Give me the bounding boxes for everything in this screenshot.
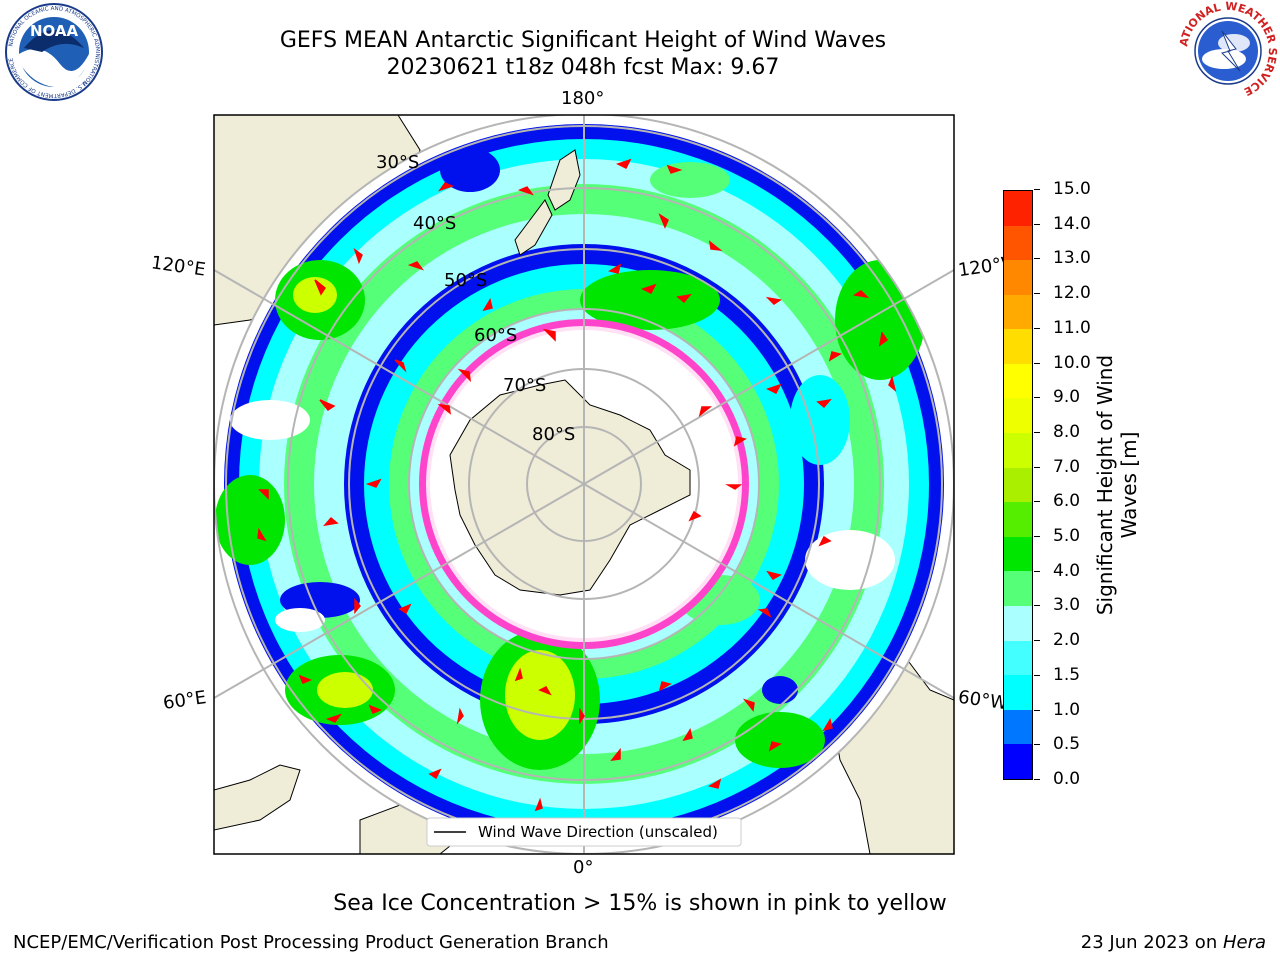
legend-text: Wind Wave Direction (unscaled) [478, 823, 718, 841]
colorbar-tick-label: 13.0 [1053, 248, 1091, 269]
colorbar-segment [1004, 329, 1032, 364]
colorbar-tick-label: 1.5 [1053, 664, 1081, 685]
colorbar-tick-label: 12.0 [1053, 283, 1091, 304]
colorbar-tick [1034, 709, 1040, 711]
noaa-logo: NOAA NATIONAL OCEANIC AND ATMOSPHERIC AD… [5, 3, 103, 101]
lon-label-180: 180° [561, 88, 605, 109]
colorbar-segment [1004, 571, 1032, 607]
colorbar-tick [1034, 327, 1040, 329]
colorbar-segment [1004, 225, 1032, 261]
map-legend: Wind Wave Direction (unscaled) [426, 817, 742, 847]
colorbar-segment [1004, 709, 1032, 745]
lat-label-70s: 70°S [503, 375, 547, 396]
antarctica [449, 379, 691, 596]
colorbar-segment [1004, 260, 1032, 295]
lon-label-0: 0° [573, 857, 594, 878]
colorbar-tick-label: 4.0 [1053, 560, 1081, 581]
map-title-line2: 20230621 t18z 048h fcst Max: 9.67 [386, 55, 780, 80]
colorbar-tick [1034, 258, 1040, 260]
colorbar-tick-label: 6.0 [1053, 491, 1081, 512]
footer-machine: Hera [1222, 932, 1266, 953]
colorbar-segment [1004, 675, 1032, 710]
colorbar-tick-label: 3.0 [1053, 595, 1081, 616]
colorbar-tick-label: 11.0 [1053, 317, 1091, 338]
nws-logo: NATIONAL WEATHER SERVICE [1176, 1, 1279, 99]
lat-label-50s: 50°S [444, 270, 488, 291]
colorbar-tick [1034, 536, 1040, 538]
colorbar-tick-label: 15.0 [1053, 179, 1091, 199]
colorbar-tick [1034, 293, 1040, 295]
colorbar-tick [1034, 189, 1040, 190]
colorbar-tick-label: 0.5 [1053, 734, 1081, 755]
colorbar-segment [1004, 467, 1032, 503]
colorbar-tick [1034, 640, 1040, 642]
colorbar [1003, 190, 1033, 780]
colorbar-tick-label: 8.0 [1053, 421, 1081, 442]
colorbar-tick-label: 10.0 [1053, 352, 1091, 373]
colorbar-segment [1004, 536, 1032, 572]
colorbar-segment [1004, 294, 1032, 330]
colorbar-segment [1004, 190, 1032, 226]
colorbar-tick-label: 14.0 [1053, 213, 1091, 234]
colorbar-tick [1034, 674, 1040, 676]
colorbar-segment [1004, 363, 1032, 399]
colorbar-tick [1034, 431, 1040, 433]
colorbar-segment [1004, 502, 1032, 537]
footer-date: 23 Jun 2023 on Hera [1081, 932, 1266, 953]
footer-date-text: 23 Jun 2023 on [1080, 932, 1223, 953]
sea-ice-note: Sea Ice Concentration > 15% is shown in … [333, 891, 947, 916]
colorbar-segment [1004, 606, 1032, 641]
colorbar-tick [1034, 223, 1040, 225]
colorbar-label: Significant Height of Wind Waves [m] [1093, 354, 1141, 616]
lat-label-80s: 80°S [532, 424, 576, 445]
lat-label-60s: 60°S [474, 325, 518, 346]
colorbar-tick-label: 2.0 [1053, 630, 1081, 651]
lat-label-40s: 40°S [413, 213, 457, 234]
colorbar-segment [1004, 744, 1032, 779]
colorbar-tick-label: 0.0 [1053, 769, 1081, 789]
colorbar-tick-label: 1.0 [1053, 699, 1081, 720]
map-frame [213, 114, 955, 855]
map-title-line1: GEFS MEAN Antarctic Significant Height o… [279, 28, 887, 53]
colorbar-tick [1034, 570, 1040, 572]
wind-arrows [257, 158, 897, 812]
colorbar-segment [1004, 433, 1032, 468]
colorbar-tick [1034, 744, 1040, 746]
colorbar-segment [1004, 398, 1032, 434]
colorbar-tick [1034, 466, 1040, 468]
colorbar-tick-label: 7.0 [1053, 456, 1081, 477]
colorbar-tick [1034, 605, 1040, 607]
colorbar-tick [1034, 779, 1040, 780]
colorbar-tick [1034, 362, 1040, 364]
colorbar-segment [1004, 640, 1032, 676]
footer-branch: NCEP/EMC/Verification Post Processing Pr… [13, 932, 609, 953]
colorbar-tick [1034, 501, 1040, 503]
lat-label-30s: 30°S [376, 152, 420, 173]
colorbar-tick [1034, 397, 1040, 399]
noaa-logo-text: NOAA [30, 22, 79, 40]
colorbar-tick-label: 9.0 [1053, 387, 1081, 408]
colorbar-ticks: 0.0 0.5 1.0 1.5 2.0 3.0 4.0 5.0 6.0 7.0 8.0 9.0 10.0… [1034, 0, 1094, 960]
colorbar-tick-label: 5.0 [1053, 526, 1081, 547]
